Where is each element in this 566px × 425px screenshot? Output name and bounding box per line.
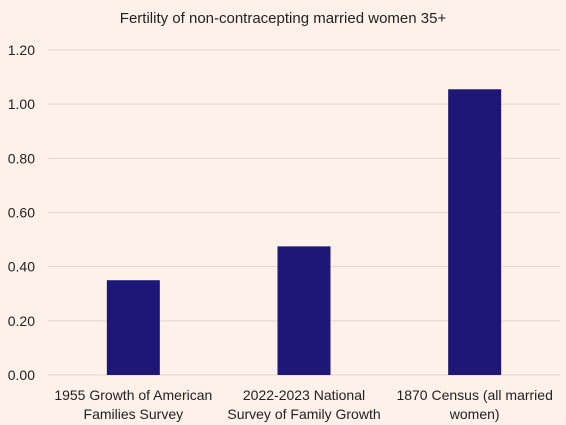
- x-category-label: Survey of Family Growth: [227, 406, 380, 422]
- bars: [106, 89, 502, 375]
- x-category-label: 1955 Growth of American: [54, 387, 212, 403]
- y-tick-label: 1.00: [8, 96, 35, 112]
- x-axis: 1955 Growth of American Families Survey 20…: [54, 387, 553, 422]
- bar: [277, 246, 331, 375]
- x-category-label: Families Survey: [84, 406, 184, 422]
- y-tick-label: 1.20: [8, 42, 35, 58]
- x-category-label: women): [449, 406, 500, 422]
- bar: [448, 89, 502, 375]
- y-tick-label: 0.40: [8, 259, 35, 275]
- y-tick-label: 0.20: [8, 313, 35, 329]
- x-category-label: 2022-2023 National: [243, 387, 365, 403]
- y-tick-label: 0.60: [8, 205, 35, 221]
- y-tick-label: 0.00: [8, 367, 35, 383]
- bar: [106, 280, 160, 375]
- x-category-label: 1870 Census (all married: [396, 387, 552, 403]
- y-axis: 0.00 0.20 0.40 0.60 0.80 1.00 1.20: [8, 42, 35, 383]
- y-tick-label: 0.80: [8, 150, 35, 166]
- chart-title: Fertility of non-contracepting married w…: [119, 10, 447, 27]
